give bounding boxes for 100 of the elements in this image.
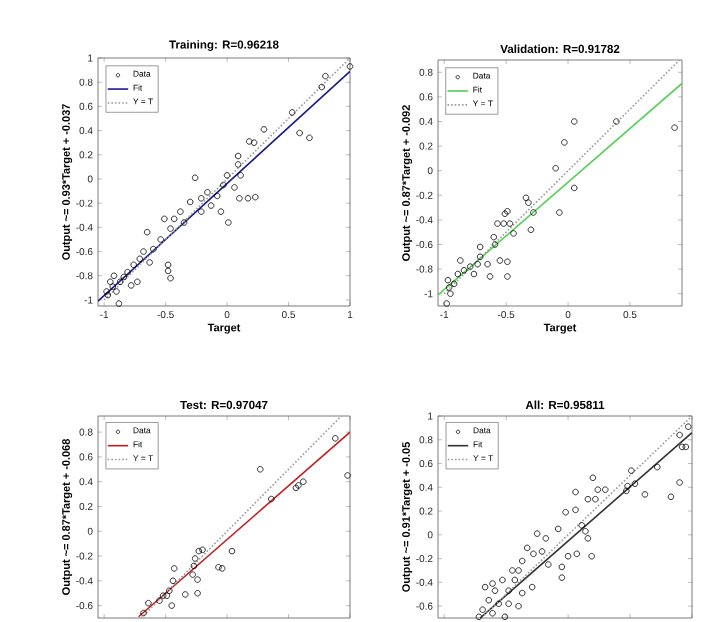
point — [444, 276, 452, 284]
point — [443, 300, 450, 307]
point — [252, 193, 259, 201]
point — [479, 606, 486, 613]
point — [454, 270, 462, 278]
point — [199, 546, 206, 554]
point — [613, 118, 620, 125]
point — [163, 592, 171, 599]
point — [194, 590, 201, 597]
point — [682, 443, 690, 451]
point — [515, 567, 522, 574]
point — [538, 548, 546, 555]
point — [150, 245, 157, 253]
point — [207, 202, 215, 209]
point — [124, 268, 131, 276]
point — [527, 226, 535, 233]
point — [292, 484, 300, 492]
point — [519, 557, 526, 565]
point — [169, 577, 177, 585]
point — [130, 261, 137, 269]
point — [505, 587, 512, 594]
point — [116, 278, 124, 285]
point — [198, 195, 205, 202]
point — [578, 522, 585, 529]
point — [522, 194, 530, 201]
point — [445, 284, 453, 291]
point — [145, 599, 152, 607]
point — [177, 208, 184, 215]
point — [306, 134, 313, 142]
point — [268, 495, 275, 503]
point — [484, 260, 491, 268]
point — [510, 230, 517, 237]
point — [332, 435, 339, 442]
point — [146, 259, 153, 266]
point — [624, 482, 631, 490]
point — [671, 124, 678, 131]
point — [143, 229, 151, 236]
point — [571, 118, 578, 125]
point — [120, 273, 128, 281]
point — [573, 550, 580, 558]
point — [187, 198, 194, 206]
point — [589, 474, 597, 481]
point — [584, 535, 592, 542]
point — [545, 561, 552, 568]
point — [504, 273, 511, 280]
point — [191, 174, 199, 181]
point — [236, 195, 243, 202]
point — [481, 583, 489, 591]
point — [447, 290, 454, 297]
point — [134, 278, 141, 285]
point — [506, 220, 514, 227]
point — [457, 257, 464, 264]
point — [476, 253, 484, 260]
point — [217, 208, 225, 215]
point — [486, 273, 494, 280]
point — [489, 580, 496, 587]
point — [533, 530, 541, 537]
point — [491, 587, 499, 594]
point — [509, 567, 516, 574]
point — [676, 479, 683, 486]
point — [530, 550, 537, 558]
point — [558, 574, 566, 581]
point — [296, 129, 303, 137]
point — [110, 272, 118, 279]
point — [231, 184, 238, 191]
point — [237, 172, 244, 179]
point — [504, 208, 511, 215]
point — [494, 220, 501, 227]
point — [685, 423, 692, 430]
point — [168, 602, 175, 609]
point — [467, 263, 474, 270]
point — [164, 261, 172, 269]
point — [654, 463, 661, 471]
point — [182, 591, 189, 598]
point — [113, 288, 120, 295]
point — [180, 219, 188, 226]
point — [594, 486, 602, 493]
point — [505, 600, 512, 607]
point — [602, 486, 609, 493]
point — [234, 161, 242, 168]
point — [167, 274, 174, 282]
point — [156, 597, 163, 604]
point — [218, 565, 226, 572]
point — [166, 587, 173, 594]
point — [344, 472, 351, 479]
point — [561, 139, 568, 146]
point — [530, 209, 537, 216]
point — [234, 152, 242, 160]
point — [109, 283, 116, 290]
point — [220, 181, 227, 189]
point — [489, 610, 496, 617]
point — [450, 280, 458, 288]
point — [104, 291, 112, 299]
point — [476, 243, 484, 251]
point — [515, 602, 522, 610]
point — [161, 215, 168, 223]
point — [127, 282, 135, 289]
point — [198, 208, 205, 215]
point — [189, 571, 196, 578]
point — [318, 83, 325, 91]
